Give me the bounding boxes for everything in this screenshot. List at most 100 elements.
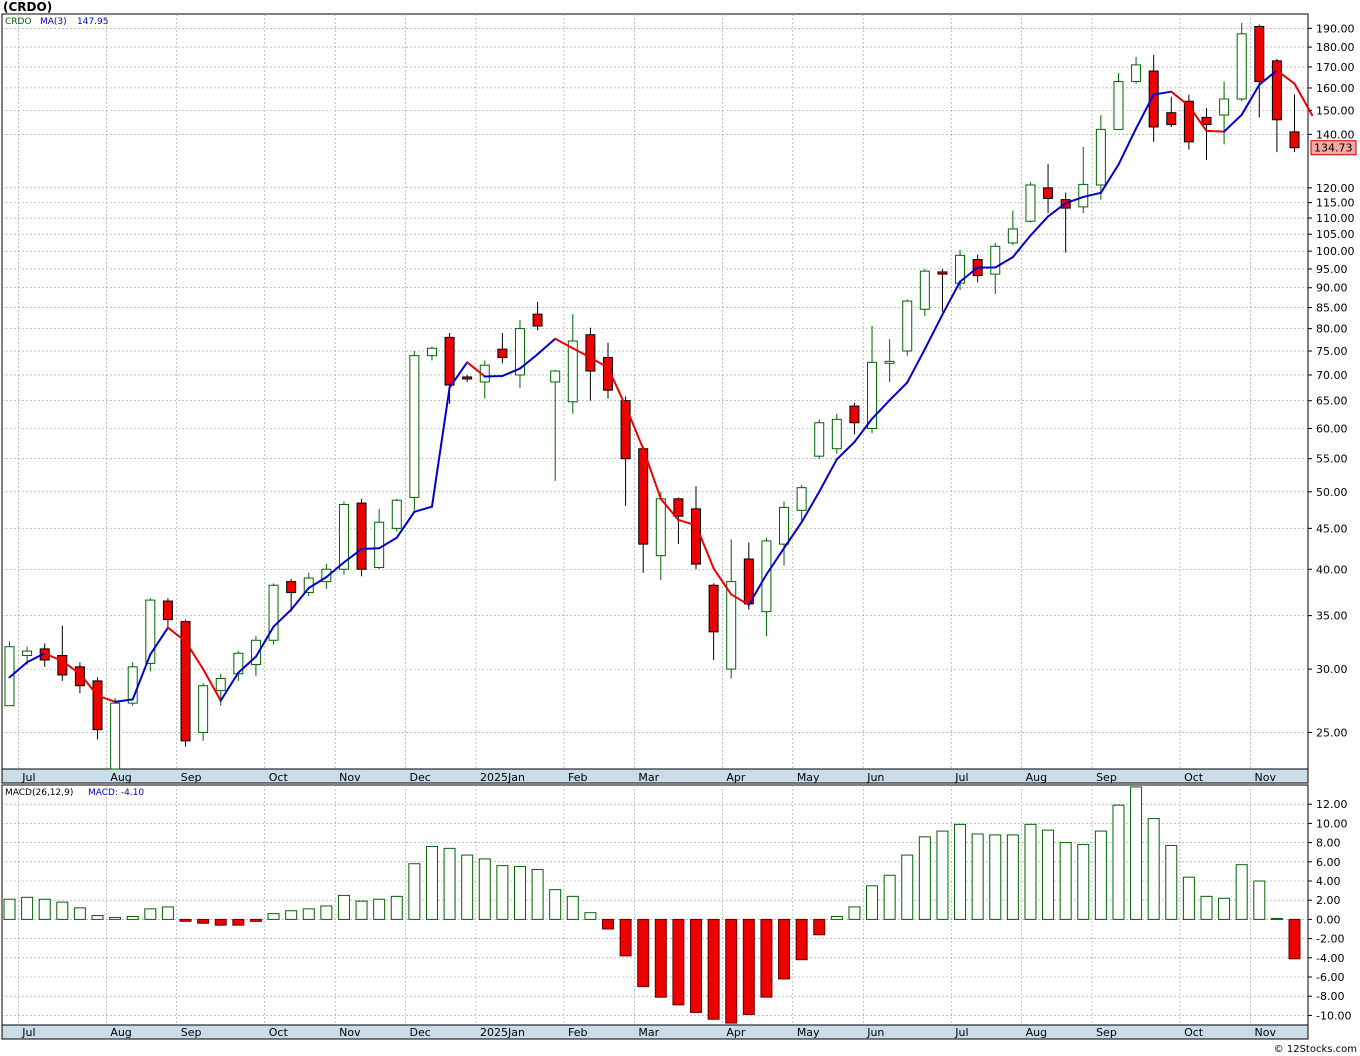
ma-segment: [1205, 129, 1226, 133]
candle-up: [814, 422, 825, 457]
candle-down: [497, 348, 508, 359]
macd-bar-pos: [1147, 818, 1160, 920]
candle-down: [1183, 100, 1194, 143]
legend-ma-value: 147.95: [77, 17, 109, 27]
ma-segment: [642, 447, 662, 500]
macd-bar-neg: [601, 918, 614, 930]
ma-segment: [1064, 195, 1085, 205]
ma-segment: [783, 521, 803, 550]
ma-segment: [430, 386, 451, 508]
ma-segment: [1099, 163, 1120, 194]
price-y-tick-label: 95.00: [1316, 263, 1348, 276]
price-y-tick-label: 150.00: [1316, 104, 1355, 117]
price-y-tick-label: 110.00: [1316, 212, 1355, 225]
macd-bar-pos: [848, 906, 861, 920]
macd-bar-pos: [954, 823, 967, 920]
ma-segment: [994, 256, 1014, 269]
price-x-tick-label: Jun: [866, 771, 884, 784]
price-y-tick-label: 70.00: [1316, 369, 1348, 382]
candle-up: [1236, 33, 1247, 100]
macd-y-tick-label: 8.00: [1316, 837, 1341, 850]
price-y-tick-label: 25.00: [1316, 726, 1348, 739]
price-y-tick-label: 75.00: [1316, 345, 1348, 358]
candle-down: [620, 400, 631, 460]
price-y-tick-label: 85.00: [1316, 302, 1348, 315]
macd-bar-pos: [1253, 880, 1266, 920]
ma-segment: [923, 313, 944, 351]
macd-x-tick-label: Oct: [1184, 1026, 1204, 1039]
candle-up: [884, 360, 895, 364]
price-x-tick-label: Dec: [410, 771, 431, 784]
ma-segment: [659, 497, 680, 521]
macd-bar-neg: [249, 918, 262, 922]
macd-y-tick-label: 12.00: [1316, 798, 1348, 811]
price-y-tick-label: 60.00: [1316, 422, 1348, 435]
macd-bar-pos: [3, 898, 16, 920]
ma-segment: [747, 573, 768, 606]
candle-up: [127, 666, 138, 704]
ma-segment: [959, 266, 979, 283]
candle-down: [1289, 131, 1300, 149]
macd-bar-pos: [425, 845, 438, 920]
macd-bar-pos: [1094, 830, 1107, 920]
candle-down: [743, 558, 754, 605]
macd-bar-neg: [707, 918, 720, 1020]
ma-segment: [1011, 234, 1032, 259]
ma-segment: [166, 626, 187, 643]
price-y-tick-label: 30.00: [1316, 663, 1348, 676]
ma-segment: [8, 661, 29, 679]
candle-up: [1131, 64, 1142, 83]
candle-down: [937, 271, 948, 275]
candle-down: [1201, 116, 1212, 126]
legend-ma-label: MA(3): [40, 17, 67, 27]
macd-bar-pos: [408, 863, 421, 920]
candle-up: [198, 685, 209, 733]
macd-x-tick-label: Jul: [954, 1026, 968, 1039]
candle-down: [691, 508, 702, 565]
candle-down: [585, 334, 596, 372]
candle-up: [567, 340, 578, 403]
macd-y-axis: -10.00 -8.00 -6.00 -4.00 -2.00 0.00 2.00 4.00 6.…: [1308, 798, 1351, 1022]
macd-bar-pos: [901, 854, 914, 920]
macd-bar-pos: [390, 895, 403, 920]
macd-y-tick-label: -6.00: [1316, 971, 1344, 984]
ma-segment: [571, 347, 592, 359]
macd-bar-pos: [830, 916, 843, 920]
macd-bar-neg: [672, 918, 685, 1006]
candle-up: [902, 300, 913, 352]
candle-up: [1219, 98, 1230, 116]
candle-up: [391, 499, 402, 529]
macd-bar-pos: [73, 907, 86, 920]
macd-bar-neg: [214, 918, 227, 926]
candle-down: [673, 498, 684, 517]
ma-segment: [448, 361, 469, 389]
price-y-tick-label: 115.00: [1316, 197, 1355, 210]
price-y-tick-label: 90.00: [1316, 282, 1348, 295]
ma-segment: [1170, 90, 1190, 107]
macd-x-axis-band: [1, 1024, 1309, 1040]
macd-x-tick-label: Oct: [269, 1026, 289, 1039]
candle-up: [514, 328, 525, 376]
macd-x-tick-label: Aug: [1026, 1026, 1047, 1039]
candle-up: [374, 521, 385, 569]
candle-up: [1025, 184, 1036, 222]
candle-down: [286, 581, 297, 594]
macd-bar-pos: [373, 898, 386, 920]
price-y-tick-label: 160.00: [1316, 82, 1355, 95]
ma-segment: [624, 405, 645, 450]
price-y-tick-label: 180.00: [1316, 41, 1355, 54]
candle-down: [1043, 187, 1054, 199]
candle-up: [321, 568, 332, 583]
last-price-label: 134.73: [1314, 142, 1353, 155]
ma-segment: [1047, 202, 1067, 218]
price-y-tick-label: 190.00: [1316, 22, 1355, 35]
price-y-tick-label: 45.00: [1316, 522, 1348, 535]
macd-bar-pos: [56, 901, 69, 920]
candle-up: [1095, 128, 1106, 186]
ma-segment: [131, 653, 152, 701]
ma-segment: [149, 626, 169, 656]
footer-credit: © 12Stocks.com: [1273, 1044, 1357, 1055]
candle-up: [215, 678, 226, 692]
macd-bar-neg: [232, 918, 245, 926]
price-y-tick-label: 55.00: [1316, 453, 1348, 466]
